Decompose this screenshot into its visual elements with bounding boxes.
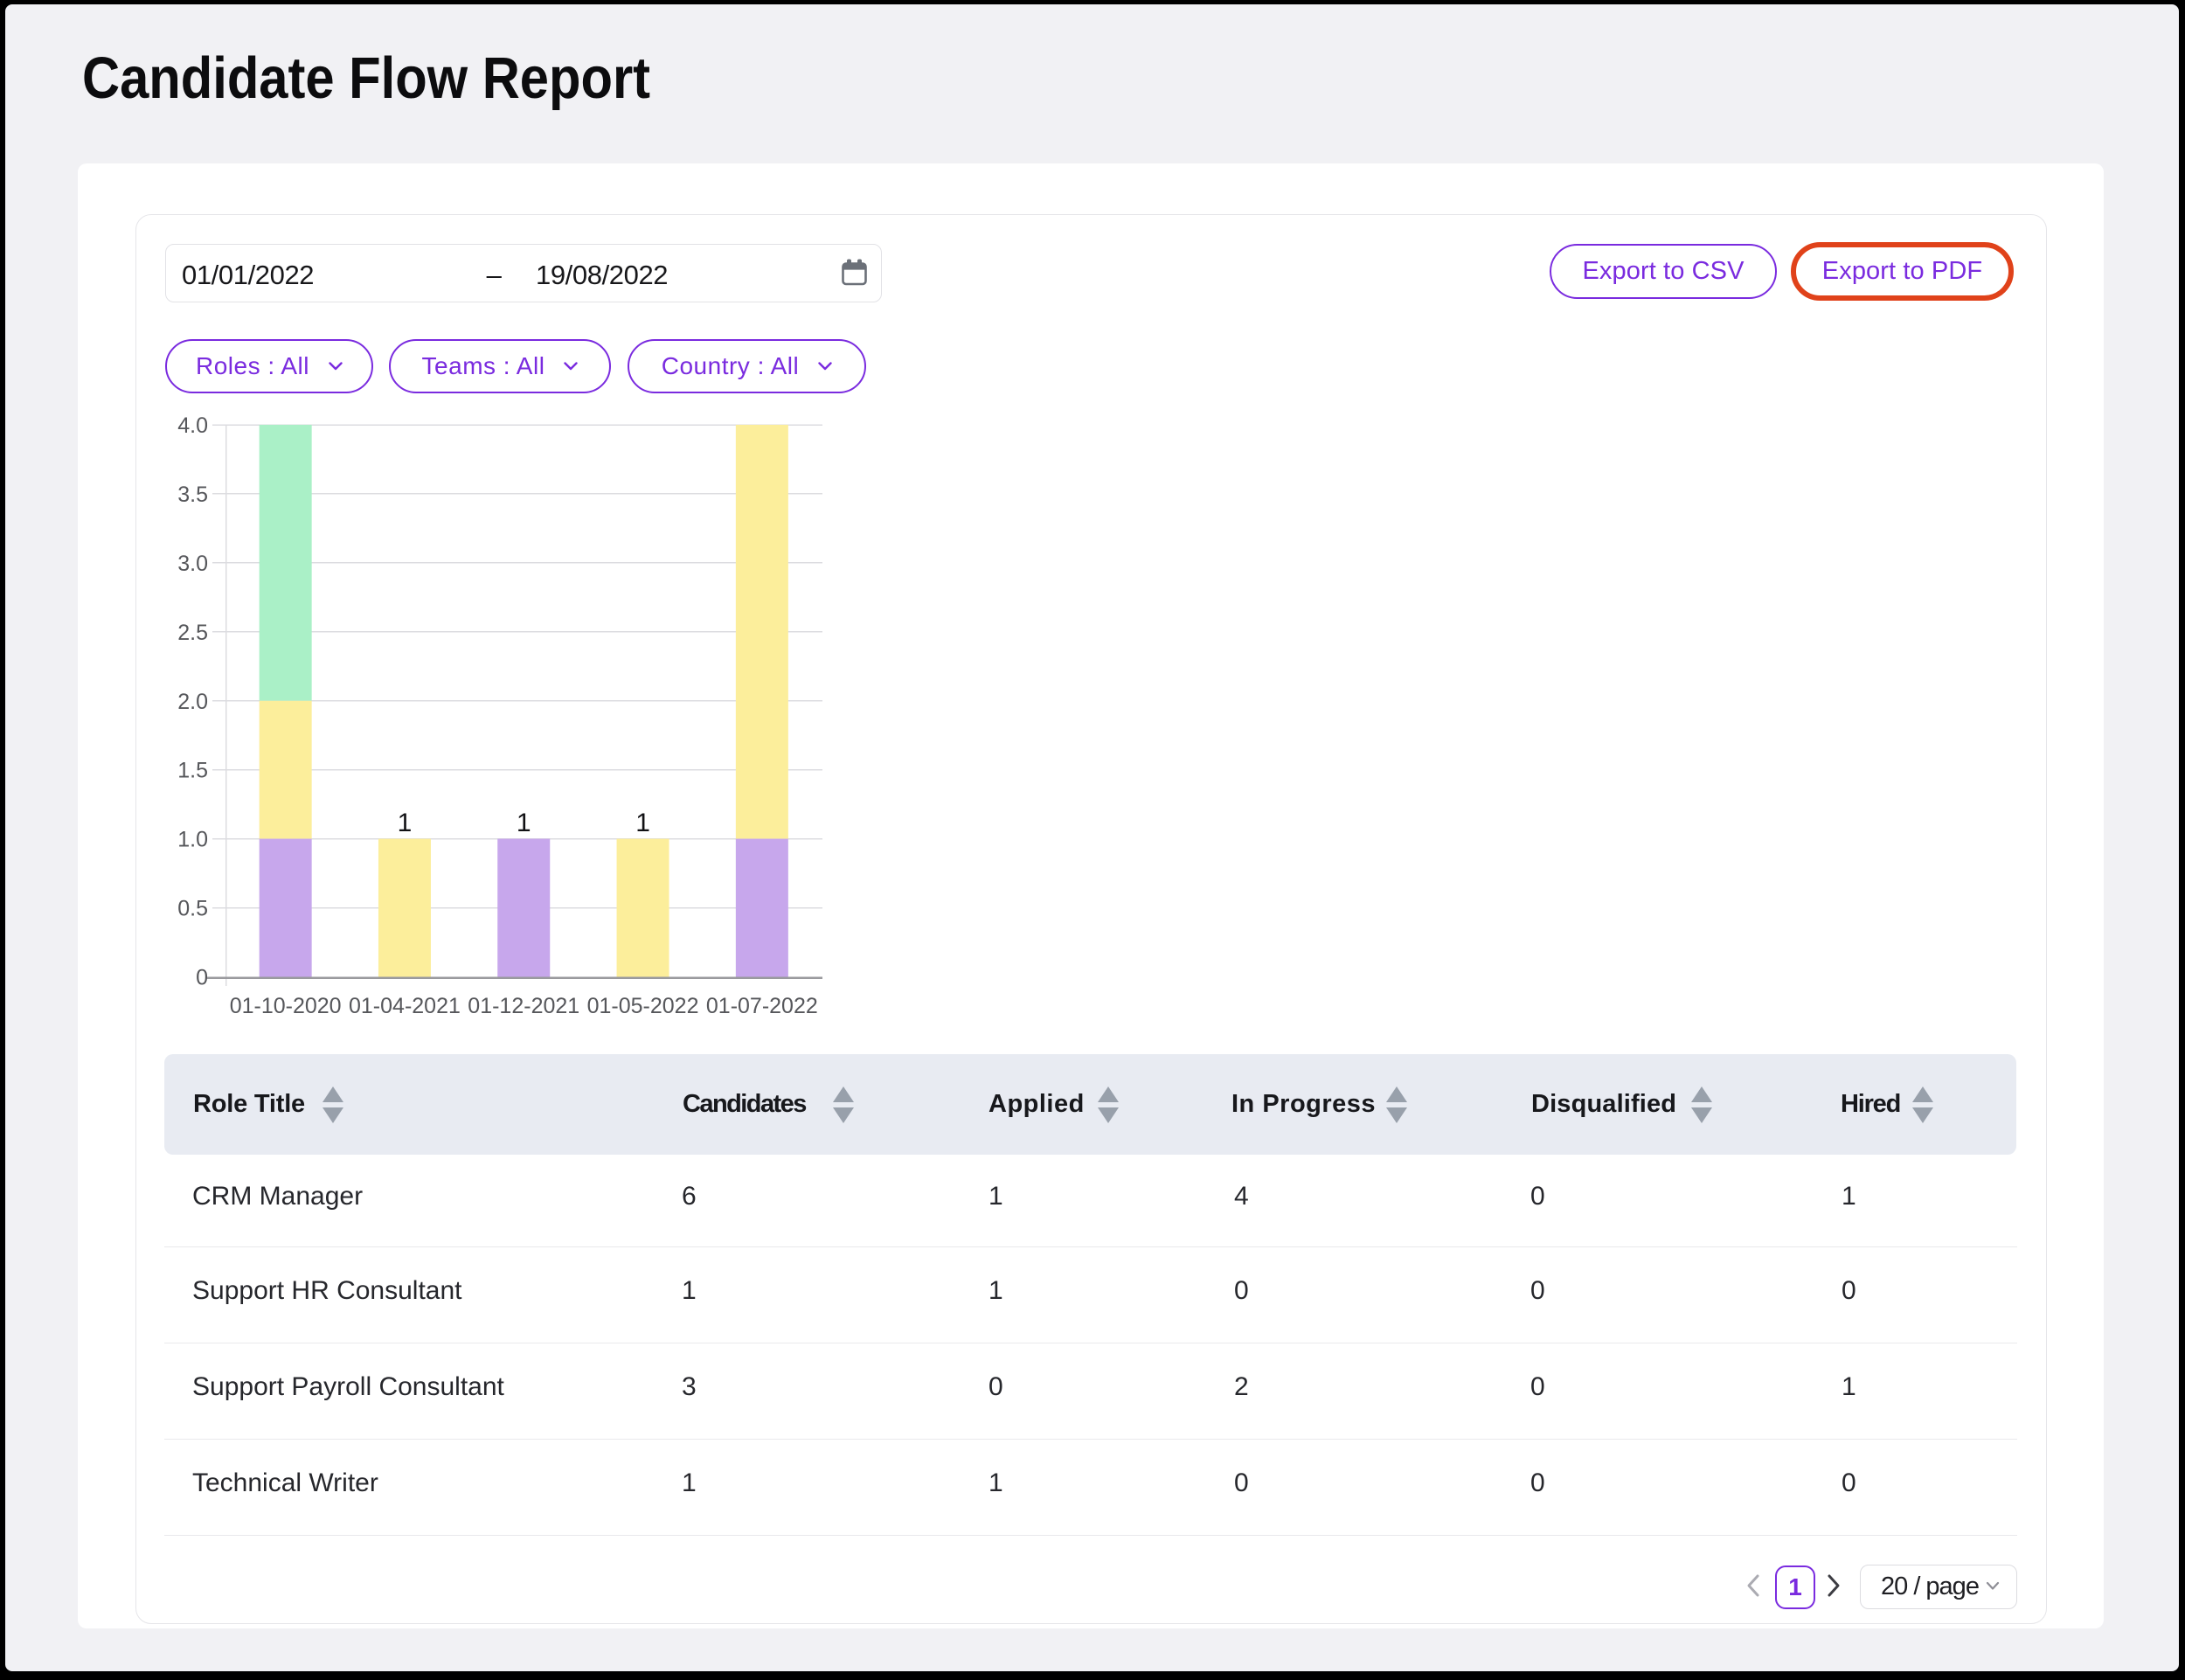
svg-text:1: 1 (398, 809, 413, 837)
svg-text:0: 0 (196, 966, 208, 990)
svg-text:1.5: 1.5 (177, 759, 208, 783)
svg-text:2.5: 2.5 (177, 621, 208, 645)
svg-text:1: 1 (635, 809, 650, 837)
svg-text:01-05-2022: 01-05-2022 (587, 994, 699, 1018)
svg-text:1: 1 (517, 809, 531, 837)
svg-text:01-10-2020: 01-10-2020 (230, 994, 342, 1018)
svg-text:2.0: 2.0 (177, 690, 208, 714)
svg-text:4.0: 4.0 (177, 413, 208, 438)
svg-text:01-12-2021: 01-12-2021 (468, 994, 579, 1018)
svg-text:3.0: 3.0 (177, 552, 208, 576)
svg-text:01-04-2021: 01-04-2021 (349, 994, 461, 1018)
svg-text:3.5: 3.5 (177, 482, 208, 507)
svg-text:1.0: 1.0 (177, 828, 208, 852)
svg-text:0.5: 0.5 (177, 897, 208, 921)
svg-text:01-07-2022: 01-07-2022 (706, 994, 818, 1018)
